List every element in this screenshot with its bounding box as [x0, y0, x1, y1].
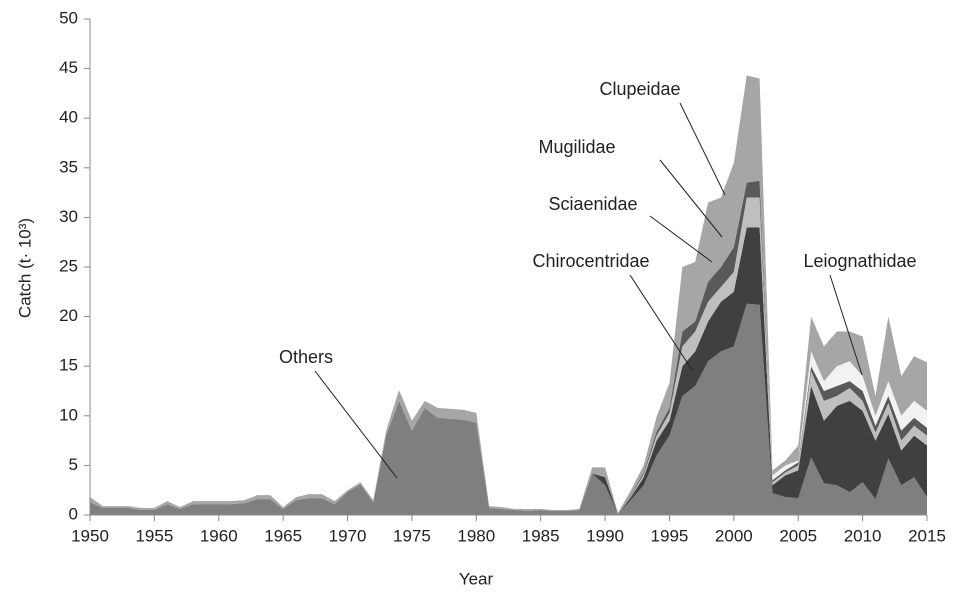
area	[90, 227, 927, 515]
x-axis-label: Year	[459, 569, 494, 588]
y-tick-label: 30	[59, 207, 78, 226]
y-tick-label: 50	[59, 8, 78, 27]
x-tick-label: 1965	[264, 526, 302, 545]
y-tick-label: 15	[59, 356, 78, 375]
leader-line	[629, 274, 693, 371]
x-tick-label: 2010	[844, 526, 882, 545]
series-label: Mugilidae	[538, 137, 615, 157]
x-tick-label: 1985	[522, 526, 560, 545]
area	[90, 303, 927, 515]
x-tick-label: 1960	[200, 526, 238, 545]
x-tick-label: 2000	[715, 526, 753, 545]
x-tick-label: 2015	[908, 526, 946, 545]
leader-line	[659, 159, 723, 238]
series-label: Clupeidae	[599, 79, 680, 99]
x-tick-label: 1975	[393, 526, 431, 545]
y-tick-label: 10	[59, 405, 78, 424]
x-tick-label: 2005	[779, 526, 817, 545]
y-tick-label: 35	[59, 157, 78, 176]
y-tick-label: 0	[69, 504, 78, 523]
y-tick-label: 40	[59, 108, 78, 127]
x-tick-label: 1990	[586, 526, 624, 545]
leader-line	[829, 274, 863, 376]
y-tick-label: 25	[59, 256, 78, 275]
series-label: Others	[279, 347, 333, 367]
leader-line	[314, 370, 398, 479]
x-tick-label: 1950	[71, 526, 109, 545]
y-axis-label: Catch (t· 10³)	[15, 218, 34, 318]
series-label: Sciaenidae	[548, 194, 637, 214]
y-tick-label: 20	[59, 306, 78, 325]
y-tick-label: 5	[69, 455, 78, 474]
leader-line	[649, 215, 713, 263]
series-label: Chirocentridae	[532, 251, 649, 271]
y-tick-label: 45	[59, 58, 78, 77]
x-tick-label: 1995	[651, 526, 689, 545]
x-tick-label: 1970	[329, 526, 367, 545]
series-label: Leiognathidae	[803, 251, 916, 271]
x-tick-label: 1955	[135, 526, 173, 545]
leader-line	[679, 102, 726, 196]
x-tick-label: 1980	[457, 526, 495, 545]
